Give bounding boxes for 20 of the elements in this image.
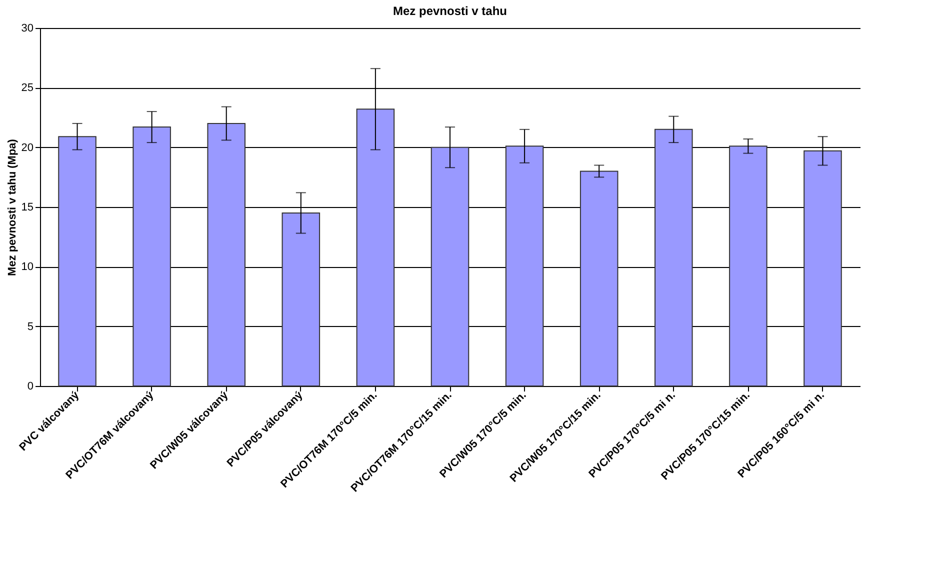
bar — [356, 108, 395, 386]
bar — [505, 146, 544, 386]
y-tick-label: 10 — [21, 261, 34, 274]
y-tick-label: 5 — [27, 320, 34, 333]
bar — [132, 126, 171, 386]
y-tick-label: 30 — [21, 22, 34, 34]
bar — [207, 122, 246, 386]
y-axis-title: Mez pevnosti v tahu (Mpa) — [6, 138, 18, 276]
bar — [282, 212, 320, 386]
bar — [804, 150, 842, 386]
y-tick-label: 0 — [27, 380, 34, 392]
bar — [58, 136, 96, 386]
y-tick-label: 20 — [21, 142, 34, 154]
y-tick-label: 25 — [21, 82, 34, 94]
bar — [654, 128, 693, 386]
bar — [729, 146, 768, 386]
bar — [430, 146, 470, 386]
y-tick-label: 15 — [21, 202, 34, 214]
bar — [580, 170, 618, 386]
chart-title: Mez pevnosti v tahu — [392, 4, 508, 18]
